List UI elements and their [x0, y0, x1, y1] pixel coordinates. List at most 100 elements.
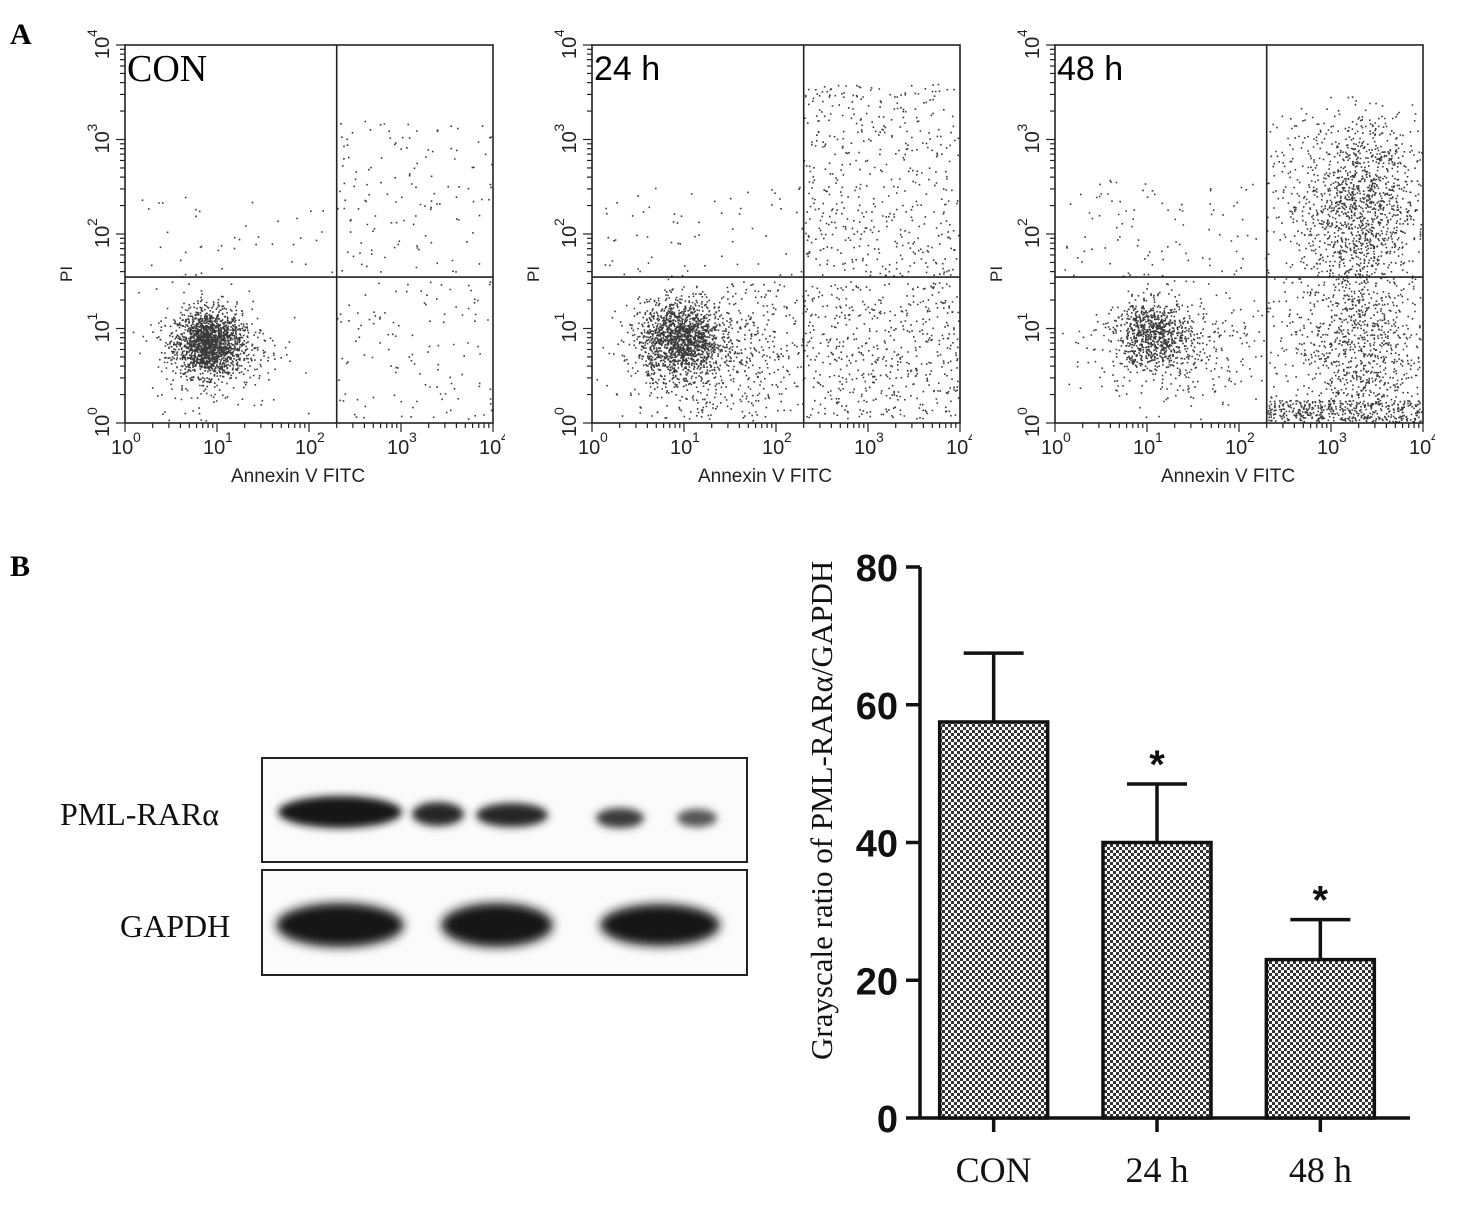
svg-text:4: 4: [551, 30, 567, 37]
svg-text:10: 10: [559, 37, 581, 59]
x-tick-label-exponent: 0: [1063, 429, 1071, 445]
flow-events: [1062, 96, 1423, 423]
x-tick-label-exponent: 2: [317, 429, 325, 445]
x-tick-label: 10: [670, 437, 692, 459]
flow-plot-24h-xlabel: Annexin V FITC: [698, 466, 833, 487]
bar-y-tick-label: 80: [856, 548, 898, 590]
x-tick-label: 10: [387, 437, 409, 459]
panel-b-letter: B: [10, 550, 31, 583]
x-tick-label-exponent: 1: [225, 429, 233, 445]
x-tick-label-exponent: 1: [1155, 429, 1163, 445]
flow-plot-48h-ylabel: PI: [987, 265, 1006, 282]
svg-text:10: 10: [92, 131, 114, 153]
flow-plot-48h-xlabel: Annexin V FITC: [1161, 466, 1296, 487]
blot-box-gapdh: [261, 869, 748, 976]
svg-text:10: 10: [92, 226, 114, 248]
significance-asterisk: *: [1313, 879, 1329, 923]
svg-text:10: 10: [1022, 37, 1044, 59]
flow-plot-48h: 10 0 10 0 10 1 10 1 10 2 10 2 10 3 10 3 10 4 10 4 48 h Anne…: [985, 30, 1435, 500]
y-tick-label: 101: [1014, 313, 1044, 343]
flow-frame: [124, 44, 494, 424]
x-tick-label: 10: [578, 437, 600, 459]
svg-text:2: 2: [1014, 218, 1030, 226]
x-tick-label: 10: [111, 437, 133, 459]
x-tick-label-exponent: 3: [876, 429, 884, 445]
y-tick-label: 104: [551, 30, 581, 59]
x-tick-label-exponent: 0: [600, 429, 608, 445]
x-tick-label: 10: [946, 437, 968, 459]
bar: [937, 720, 1050, 1120]
svg-text:0: 0: [1014, 407, 1030, 415]
blot-label-pml-rara: PML-RARα: [60, 796, 220, 832]
y-tick-label: 102: [1014, 218, 1044, 248]
bar-chart-canvas: 0 20 40 60 80 CON 24 h * 48 h *: [856, 548, 1410, 1190]
svg-text:10: 10: [1022, 131, 1044, 153]
bar-chart: 0 20 40 60 80 CON 24 h * 48 h * Grayscale ratio o…: [780, 520, 1460, 1200]
x-tick-label-exponent: 2: [1247, 429, 1255, 445]
flow-plot-con-xlabel: Annexin V FITC: [231, 466, 366, 487]
svg-text:10: 10: [1022, 415, 1044, 437]
svg-text:10: 10: [559, 226, 581, 248]
flow-plot-24h: 10 0 10 0 10 1 10 1 10 2 10 2 10 3 10 3 10 4 10 4 24 h Anne…: [522, 30, 972, 500]
svg-text:1: 1: [84, 313, 100, 321]
panel-a-letter: A: [10, 18, 32, 51]
y-tick-label: 101: [84, 313, 114, 343]
x-tick-label: 10: [295, 437, 317, 459]
blot-band-gapdh-lane-2: [441, 903, 553, 947]
svg-text:3: 3: [1014, 124, 1030, 132]
x-tick-label-exponent: 1: [692, 429, 700, 445]
bar-chart-ylabel: Grayscale ratio of PML-RARα/GAPDH: [804, 560, 839, 1060]
x-tick-label-exponent: 0: [133, 429, 141, 445]
x-tick-label: 10: [1133, 437, 1155, 459]
blot-band-gapdh-lane-3: [600, 904, 720, 946]
x-tick-label: 10: [762, 437, 784, 459]
flow-events: [132, 120, 493, 422]
svg-text:10: 10: [559, 131, 581, 153]
bar-x-tick-label: 48 h: [1289, 1150, 1352, 1190]
flow-frame: [1054, 44, 1424, 424]
y-tick-label: 103: [551, 124, 581, 154]
svg-text:2: 2: [84, 218, 100, 226]
flow-plot-24h-label: 24 h: [594, 50, 661, 88]
svg-text:10: 10: [1022, 226, 1044, 248]
svg-text:2: 2: [551, 218, 567, 226]
x-tick-label: 10: [1225, 437, 1247, 459]
svg-text:3: 3: [551, 124, 567, 132]
flow-plot-48h-label: 48 h: [1057, 50, 1124, 88]
x-tick-label-exponent: 4: [501, 429, 505, 445]
x-tick-label: 10: [203, 437, 225, 459]
x-tick-label: 10: [854, 437, 876, 459]
svg-text:10: 10: [559, 415, 581, 437]
svg-text:4: 4: [84, 30, 100, 37]
y-tick-label: 103: [84, 124, 114, 154]
bar-y-tick-label: 20: [856, 961, 898, 1003]
x-tick-label: 10: [1317, 437, 1339, 459]
svg-text:0: 0: [84, 407, 100, 415]
bar: [1101, 840, 1213, 1120]
blot-band-gapdh-lane-1: [276, 903, 404, 947]
y-tick-label: 100: [1014, 407, 1044, 437]
svg-text:10: 10: [92, 415, 114, 437]
blot-band-pml-lane-4: [596, 808, 644, 828]
x-tick-label-exponent: 2: [784, 429, 792, 445]
blot-label-gapdh: GAPDH: [120, 908, 231, 944]
y-tick-label: 102: [84, 218, 114, 248]
blot-band-pml-lane-2: [412, 802, 464, 826]
x-tick-label-exponent: 4: [1431, 429, 1435, 445]
y-tick-label: 104: [1014, 30, 1044, 59]
svg-text:1: 1: [1014, 313, 1030, 321]
svg-text:10: 10: [559, 320, 581, 342]
blot-band-pml-lane-5: [677, 809, 717, 827]
y-tick-label: 100: [551, 407, 581, 437]
blot-box-pml-rara: [261, 757, 748, 863]
bar-y-tick-label: 40: [856, 824, 898, 866]
bar-x-tick-label: 24 h: [1126, 1150, 1189, 1190]
flow-events: [596, 83, 960, 422]
flow-plot-con-label: CON: [127, 48, 208, 90]
y-tick-label: 104: [84, 30, 114, 59]
x-tick-label-exponent: 4: [968, 429, 972, 445]
blot-band-pml-lane-3: [476, 803, 548, 827]
